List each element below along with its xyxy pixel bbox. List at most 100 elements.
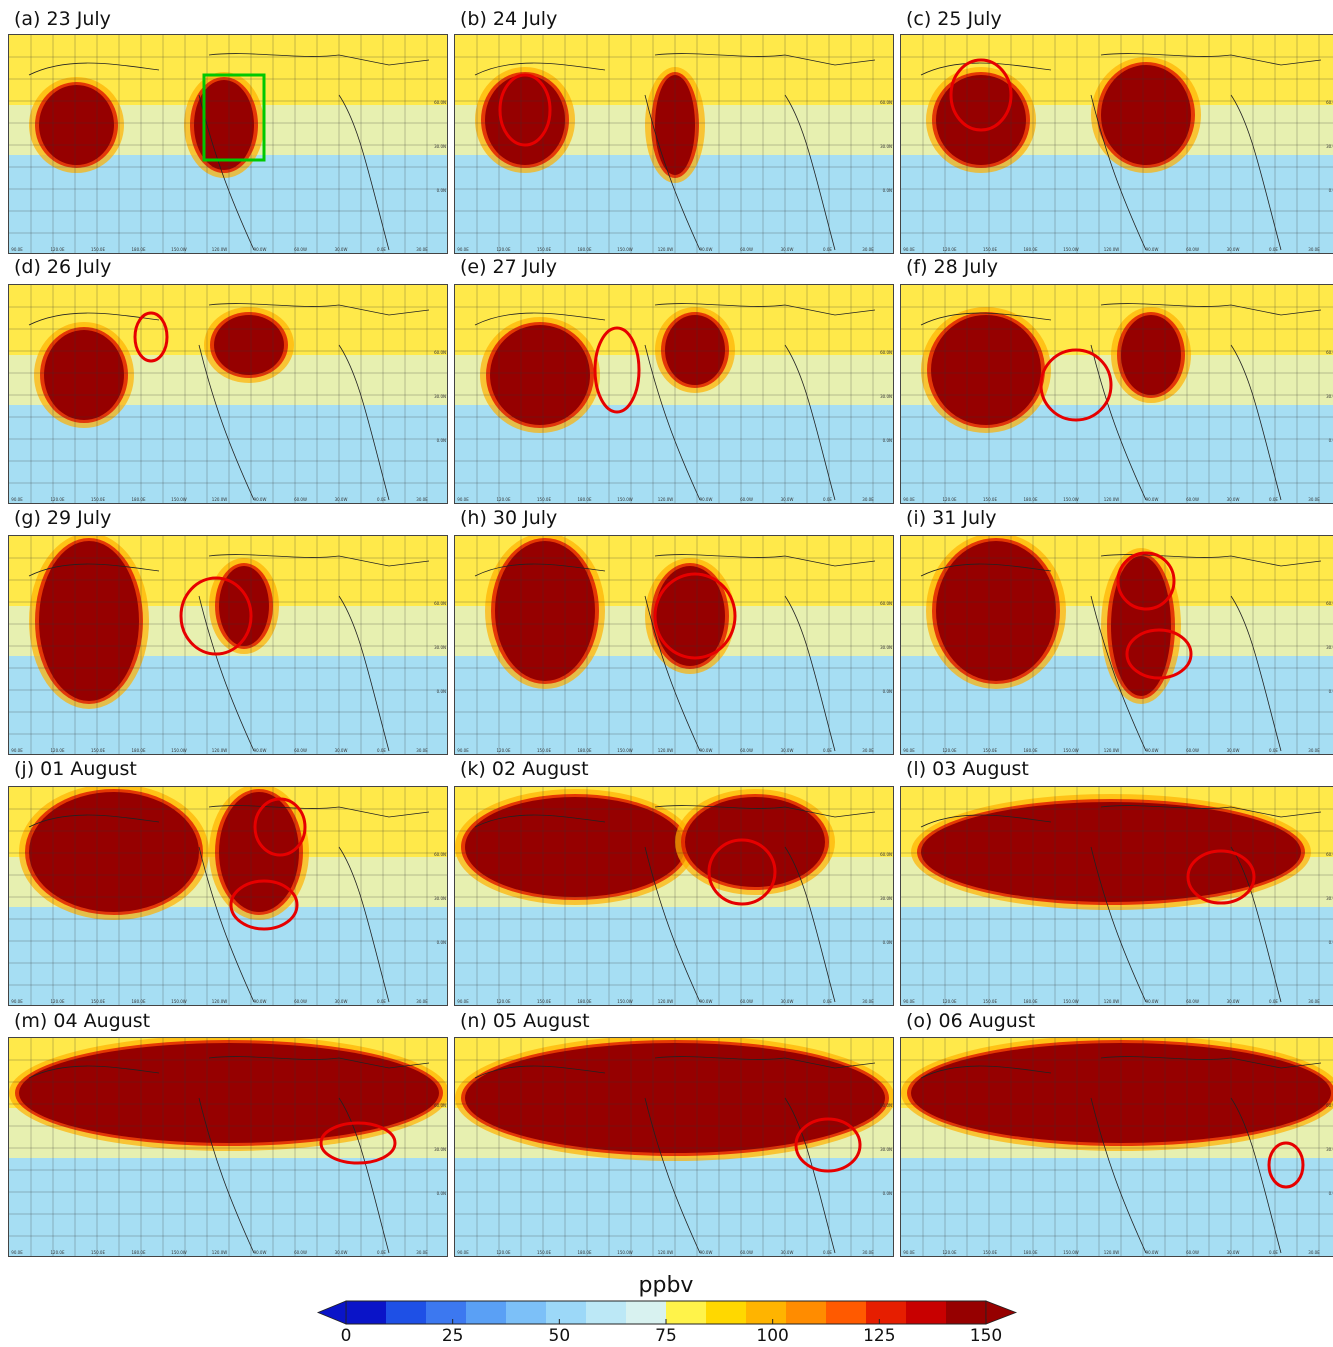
ozone-plume — [204, 307, 294, 383]
longitude-tick-label: 120.0W — [1103, 1250, 1120, 1255]
panel-title: (n) 05 August — [460, 1010, 590, 1032]
latitude-tick-label: 30.0N — [434, 394, 446, 399]
ozone-field — [9, 536, 447, 754]
latitude-tick-label: 60.0N — [1326, 350, 1333, 355]
colorbar-segment — [546, 1301, 587, 1324]
longitude-tick-label: 150.0W — [171, 497, 187, 502]
longitude-tick-label: 90.0W — [699, 497, 713, 502]
longitude-tick-label: 120.0W — [1103, 748, 1120, 753]
longitude-tick-label: 30.0W — [780, 497, 794, 502]
colorbar-over-arrow — [985, 1300, 1018, 1325]
coastline — [474, 53, 876, 251]
ozone-map-panel: 90.0E 120.0E 150.0E 180.0E 150.0W 120.0W 90.0W… — [8, 1037, 448, 1257]
ozone-field — [901, 285, 1333, 503]
latitude-tick-label: 0.0N — [436, 940, 446, 945]
longitude-tick-label: 150.0W — [171, 748, 187, 753]
longitude-tick-label: 120.0E — [942, 247, 957, 252]
longitude-tick-label: 60.0W — [294, 999, 307, 1004]
longitude-tick-label: 150.0W — [1063, 999, 1079, 1004]
ozone-plume — [9, 1038, 447, 1151]
longitude-tick-label: 0.0E — [1269, 247, 1278, 252]
panel-title: (e) 27 July — [460, 256, 557, 278]
longitude-tick-label: 30.0E — [416, 999, 428, 1004]
longitude-ticks: 90.0E 120.0E 150.0E 180.0E 150.0W 120.0W 90.0W… — [455, 996, 893, 1004]
ozone-plume — [19, 787, 209, 920]
longitude-tick-label: 90.0W — [253, 999, 267, 1004]
longitude-tick-label: 180.0E — [131, 999, 146, 1004]
longitude-tick-label: 150.0E — [91, 999, 105, 1004]
ozone-plume — [921, 307, 1051, 433]
coastline — [920, 554, 1322, 752]
longitude-tick-label: 30.0W — [334, 999, 348, 1004]
panel-title: (m) 04 August — [14, 1010, 151, 1032]
ozone-plume — [480, 317, 600, 433]
longitude-tick-label: 60.0W — [1186, 1250, 1199, 1255]
coastline — [920, 303, 1322, 501]
latitude-tick-label: 30.0N — [880, 394, 892, 399]
latitude-tick-label: 30.0N — [434, 645, 446, 650]
longitude-tick-label: 150.0E — [983, 748, 997, 753]
longitude-tick-label: 0.0E — [377, 999, 386, 1004]
longitude-tick-label: 180.0E — [131, 497, 146, 502]
longitude-tick-label: 90.0W — [253, 247, 267, 252]
panel-title: (o) 06 August — [906, 1010, 1036, 1032]
panel-title: (h) 30 July — [460, 507, 558, 529]
longitude-tick-label: 120.0E — [50, 1250, 65, 1255]
highlight-circle — [593, 326, 641, 414]
longitude-tick-label: 30.0E — [862, 999, 874, 1004]
ozone-map-panel: 90.0E 120.0E 150.0E 180.0E 150.0W 120.0W 90.0W… — [900, 786, 1333, 1006]
panel-title: (c) 25 July — [906, 8, 1002, 30]
longitude-tick-label: 60.0W — [1186, 497, 1199, 502]
longitude-tick-label: 150.0W — [617, 497, 633, 502]
longitude-tick-label: 30.0W — [334, 247, 348, 252]
longitude-tick-label: 180.0E — [577, 247, 592, 252]
ozone-map-panel: 90.0E 120.0E 150.0E 180.0E 150.0W 120.0W 90.0W… — [900, 34, 1333, 254]
colorbar-unit: ppbv — [638, 1273, 694, 1298]
latitude-tick-label: 0.0N — [1328, 689, 1333, 694]
latitude-tick-label: 30.0N — [1326, 144, 1333, 149]
longitude-tick-label: 60.0W — [740, 1250, 753, 1255]
longitude-tick-label: 150.0W — [617, 247, 633, 252]
latitude-tick-label: 60.0N — [434, 350, 446, 355]
longitude-tick-label: 0.0E — [1269, 497, 1278, 502]
panel-title: (g) 29 July — [14, 507, 112, 529]
latitude-tick-label: 60.0N — [880, 1103, 892, 1108]
latitude-tick-label: 30.0N — [1326, 1147, 1333, 1152]
ozone-field — [9, 787, 447, 1005]
latitude-tick-label: 30.0N — [434, 896, 446, 901]
longitude-ticks: 90.0E 120.0E 150.0E 180.0E 150.0W 120.0W 90.0W… — [455, 244, 893, 252]
longitude-tick-label: 150.0W — [1063, 497, 1079, 502]
latitude-tick-label: 0.0N — [436, 438, 446, 443]
longitude-tick-label: 90.0W — [1145, 999, 1159, 1004]
longitude-tick-label: 180.0E — [1023, 748, 1038, 753]
latitude-tick-label: 30.0N — [434, 1147, 446, 1152]
longitude-tick-label: 60.0W — [1186, 748, 1199, 753]
latitude-tick-label: 30.0N — [880, 1147, 892, 1152]
highlight-circle — [653, 572, 737, 660]
longitude-ticks: 90.0E 120.0E 150.0E 180.0E 150.0W 120.0W 90.0W… — [901, 244, 1333, 252]
longitude-tick-label: 90.0E — [457, 748, 469, 753]
longitude-tick-label: 30.0W — [334, 1250, 348, 1255]
latitude-tick-label: 0.0N — [882, 438, 892, 443]
ozone-plume — [1101, 548, 1181, 704]
longitude-tick-label: 150.0W — [617, 1250, 633, 1255]
latitude-tick-label: 30.0N — [1326, 394, 1333, 399]
latitude-tick-label: 0.0N — [882, 689, 892, 694]
longitude-tick-label: 120.0W — [1103, 247, 1120, 252]
latitude-tick-label: 60.0N — [1326, 601, 1333, 606]
ozone-plume — [209, 787, 309, 920]
longitude-tick-label: 150.0W — [617, 999, 633, 1004]
panel-title: (i) 31 July — [906, 507, 997, 529]
longitude-tick-label: 30.0E — [416, 497, 428, 502]
ozone-plume — [926, 536, 1066, 689]
colorbar-segment — [706, 1301, 747, 1324]
longitude-tick-label: 90.0E — [903, 247, 915, 252]
longitude-tick-label: 0.0E — [1269, 748, 1278, 753]
colorbar-tick-label: 125 — [863, 1326, 896, 1346]
longitude-tick-label: 30.0W — [334, 497, 348, 502]
ozone-map-panel: 90.0E 120.0E 150.0E 180.0E 150.0W 120.0W 90.0W… — [454, 34, 894, 254]
ozone-field — [901, 787, 1333, 1005]
longitude-tick-label: 0.0E — [823, 497, 832, 502]
longitude-ticks: 90.0E 120.0E 150.0E 180.0E 150.0W 120.0W 90.0W… — [901, 745, 1333, 753]
longitude-tick-label: 30.0E — [416, 1250, 428, 1255]
